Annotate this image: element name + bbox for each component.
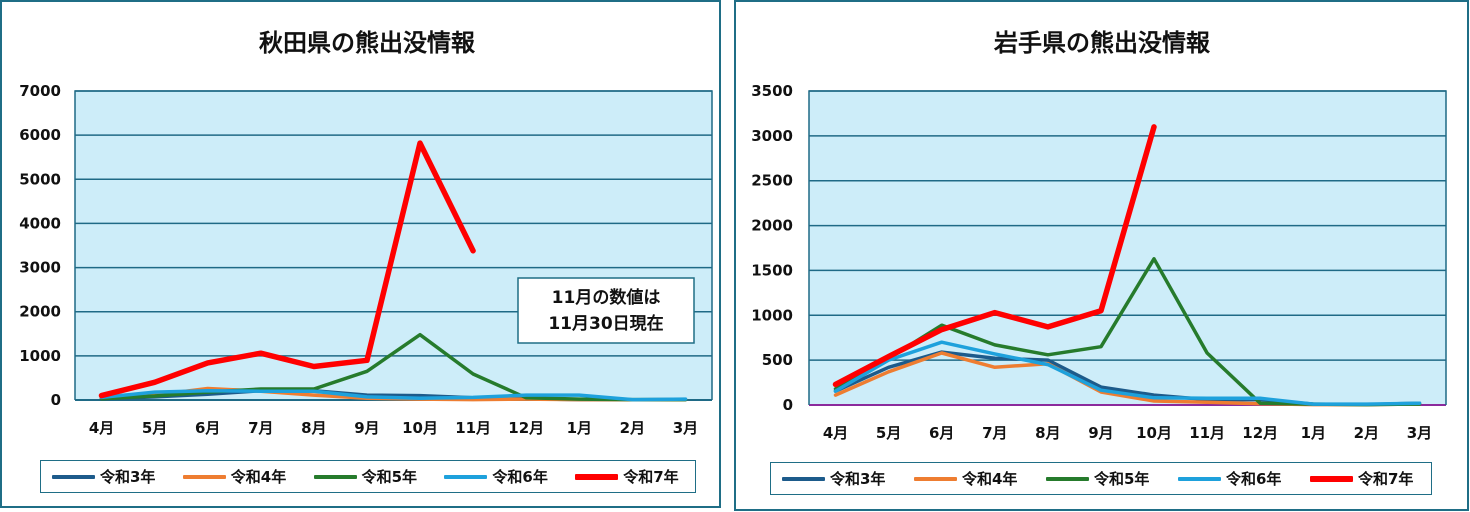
plot-frame (808, 90, 1447, 405)
y-tick-label: 1000 (19, 347, 61, 365)
x-tick-label: 8月 (301, 419, 326, 437)
legend-label: 令和6年 (492, 468, 548, 486)
y-tick-label: 6000 (19, 126, 61, 144)
x-tick-label: 10月 (1136, 424, 1172, 442)
x-tick-label: 5月 (142, 419, 167, 437)
legend-label: 令和3年 (830, 470, 886, 488)
legend-item: 令和4年 (903, 468, 1035, 489)
annotation-line: 11月の数値は (552, 287, 661, 308)
y-tick-label: 1000 (751, 306, 793, 324)
x-tick-label: 1月 (567, 419, 592, 437)
iwate-line-chart: 岩手県の熊出没情報 0 500 1000 1500 2000 2500 3000 3500 4月 5… (751, 29, 1447, 442)
annotation-line: 11月30日現在 (548, 313, 663, 334)
x-tick-label: 11月 (1189, 424, 1225, 442)
legend-swatch (444, 474, 488, 479)
legend-swatch (313, 474, 357, 479)
x-tick-label: 9月 (1088, 424, 1113, 442)
series-line-2 (99, 332, 688, 402)
y-tick-label: 3000 (751, 127, 793, 145)
legend-swatch (52, 474, 95, 479)
x-tick-label: 4月 (89, 419, 114, 437)
series-line-4 (832, 124, 1157, 388)
x-tick-label: 3月 (1407, 424, 1432, 442)
x-tick-label: 6月 (929, 424, 954, 442)
y-tick-label: 2000 (19, 303, 61, 321)
chart-legend: 令和3年 令和4年 令和5年 令和6年 令和7年 (40, 460, 696, 493)
y-tick-label: 3500 (751, 82, 793, 100)
y-tick-label: 500 (762, 351, 793, 369)
legend-swatch (182, 474, 226, 479)
x-tick-label: 11月 (455, 419, 491, 437)
legend-label: 令和7年 (623, 468, 679, 486)
x-tick-label: 12月 (1242, 424, 1278, 442)
legend-label: 令和6年 (1226, 470, 1282, 488)
legend-swatch (575, 473, 619, 480)
y-tick-label: 3000 (19, 259, 61, 277)
legend-item: 令和7年 (564, 466, 695, 487)
legend-item: 令和3年 (41, 466, 172, 487)
annotation-box (517, 277, 695, 344)
plot-frame (74, 90, 713, 400)
legend-label: 令和3年 (100, 468, 156, 486)
legend-label: 令和5年 (361, 468, 418, 486)
legend-item: 令和6年 (1167, 468, 1299, 489)
series-line-3 (833, 340, 1422, 406)
chart-legend: 令和3年 令和4年 令和5年 令和6年 令和7年 (770, 462, 1432, 495)
x-tick-label: 7月 (982, 424, 1007, 442)
legend-swatch (782, 476, 825, 481)
chart-title: 秋田県の熊出没情報 (259, 29, 476, 57)
plot-area (809, 91, 1446, 405)
y-tick-label: 4000 (19, 214, 61, 232)
akita-chart-panel: 秋田県の熊出没情報 0 1000 2000 3000 4000 5000 6000 7000 4月… (0, 0, 721, 508)
y-tick-label: 5000 (19, 170, 61, 188)
x-tick-label: 6月 (195, 419, 220, 437)
akita-line-chart: 秋田県の熊出没情報 0 1000 2000 3000 4000 5000 6000 7000 4月… (19, 29, 713, 437)
legend-swatch (914, 476, 957, 481)
legend-swatch (1178, 476, 1221, 481)
x-tick-label: 3月 (673, 419, 698, 437)
x-tick-label: 2月 (1354, 424, 1379, 442)
legend-item: 令和3年 (771, 468, 903, 489)
legend-label: 令和4年 (230, 468, 287, 486)
x-tick-label: 5月 (876, 424, 901, 442)
series-line-4 (98, 140, 476, 399)
legend-item: 令和7年 (1299, 468, 1431, 489)
legend-item: 令和4年 (172, 466, 303, 487)
y-tick-label: 0 (51, 391, 61, 409)
legend-label: 令和5年 (1094, 470, 1150, 488)
x-tick-label: 2月 (620, 419, 645, 437)
legend-label: 令和4年 (962, 470, 1018, 488)
legend-item: 令和6年 (433, 466, 564, 487)
x-tick-label: 8月 (1035, 424, 1060, 442)
legend-swatch (1310, 475, 1353, 482)
chart-title: 岩手県の熊出没情報 (993, 29, 1211, 57)
x-tick-label: 4月 (823, 424, 848, 442)
iwate-chart-panel: 岩手県の熊出没情報 0 500 1000 1500 2000 2500 3000 3500 4月 5… (734, 0, 1469, 511)
legend-item: 令和5年 (303, 466, 434, 487)
x-tick-label: 7月 (248, 419, 273, 437)
y-tick-label: 2000 (751, 217, 793, 235)
x-tick-label: 1月 (1301, 424, 1326, 442)
legend-label: 令和7年 (1358, 470, 1414, 488)
y-tick-label: 7000 (19, 82, 61, 100)
legend-swatch (1046, 476, 1089, 481)
x-tick-label: 10月 (402, 419, 438, 437)
x-tick-label: 9月 (354, 419, 379, 437)
legend-item: 令和5年 (1035, 468, 1167, 489)
y-tick-label: 1500 (751, 261, 793, 279)
y-tick-label: 0 (783, 396, 793, 414)
x-tick-label: 12月 (508, 419, 544, 437)
y-tick-label: 2500 (751, 172, 793, 190)
series-line-3 (99, 388, 688, 402)
